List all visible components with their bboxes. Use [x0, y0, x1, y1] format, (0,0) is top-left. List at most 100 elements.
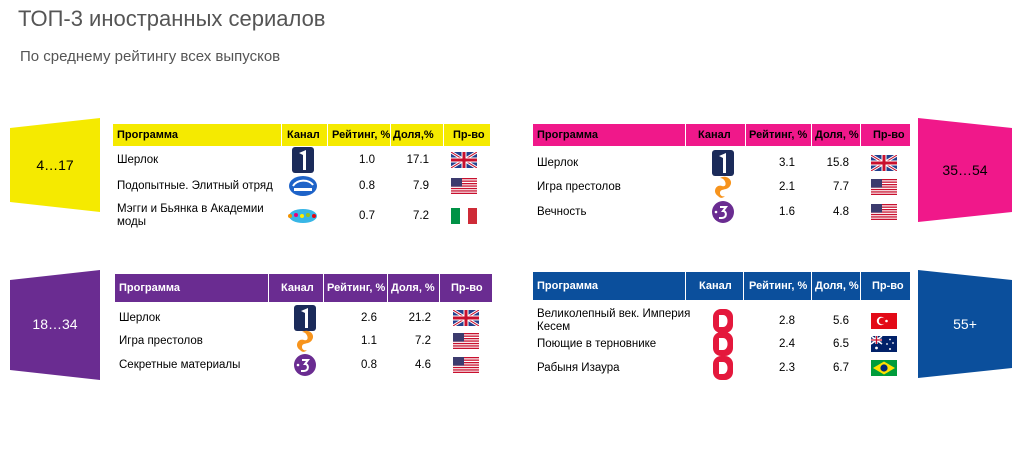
header-cell: Доля, % [815, 280, 859, 292]
country-flag [871, 179, 897, 195]
header-cell: Пр-во [451, 282, 483, 294]
rating: 2.6 [361, 312, 377, 324]
audience-label: 18…34 [32, 316, 78, 332]
share: 15.8 [826, 157, 849, 169]
table-row: Игра престолов 1.1 7.2 [115, 327, 492, 355]
rating: 2.1 [779, 181, 795, 193]
table-row: Подопытные. Элитный отряд 0.8 7.9 [113, 172, 490, 200]
header-separator [390, 124, 391, 146]
table-row: Великолепный век. Империя Кесем 2.8 5.6 [533, 307, 910, 335]
table-row: Вечность 1.6 4.8 [533, 198, 910, 226]
subtitle: По среднему рейтингу всех выпусков [20, 48, 281, 65]
header-separator [745, 124, 746, 146]
country-flag [871, 360, 897, 376]
audience-shape [10, 270, 100, 380]
program: Великолепный век. Империя Кесем [537, 308, 691, 333]
rating: 0.8 [361, 359, 377, 371]
rating: 2.8 [779, 315, 795, 327]
table-row: Шерлок 2.6 21.2 [115, 304, 492, 332]
share: 4.6 [415, 359, 431, 371]
header-separator [439, 274, 440, 302]
header-separator [327, 124, 328, 146]
header-separator [281, 124, 282, 146]
program: Шерлок [117, 153, 159, 166]
header-cell: Пр-во [873, 129, 905, 141]
header-cell: Пр-во [453, 129, 485, 141]
header-cell: Рейтинг, % [749, 129, 808, 141]
program: Подопытные. Элитный отряд [117, 179, 273, 192]
table: Программа Канал Рейтинг, % Доля, % Пр-во… [533, 272, 910, 402]
header-separator [811, 272, 812, 300]
share: 4.8 [833, 206, 849, 218]
header-separator [860, 124, 861, 146]
table-header: Программа Канал Рейтинг, % Доля, % Пр-во [533, 272, 910, 300]
table-header: Программа Канал Рейтинг, % Доля, % Пр-во [533, 124, 910, 146]
header-cell: Канал [698, 129, 731, 141]
header-cell: Канал [287, 129, 320, 141]
header-cell: Канал [699, 280, 732, 292]
country-flag [871, 155, 897, 171]
header-cell: Пр-во [872, 280, 904, 292]
audience-shape [918, 118, 1012, 222]
header-separator [685, 124, 686, 146]
program: Поющие в терновнике [537, 337, 657, 350]
country-flag [451, 178, 477, 194]
header-separator [268, 274, 269, 302]
country-flag [871, 204, 897, 220]
program: Шерлок [119, 311, 161, 324]
table-header: Программа Канал Рейтинг, % Доля, % Пр-во [115, 274, 492, 302]
header-cell: Доля,% [393, 129, 434, 141]
share: 7.2 [415, 335, 431, 347]
header-cell: Программа [537, 280, 599, 292]
table: Программа Канал Рейтинг, % Доля, % Пр-во… [115, 274, 492, 404]
rating: 1.1 [361, 335, 377, 347]
header-cell: Рейтинг, % [332, 129, 391, 141]
country-flag [453, 333, 479, 349]
share: 7.7 [833, 181, 849, 193]
program: Мэгги и Бьянка в Академии моды [117, 203, 264, 228]
audience-label: 35…54 [942, 162, 988, 178]
country-flag [453, 357, 479, 373]
rating: 3.1 [779, 157, 795, 169]
header-cell: Канал [281, 282, 314, 294]
share: 7.2 [413, 210, 429, 222]
header-cell: Доля, % [391, 282, 435, 294]
rating: 2.4 [779, 338, 795, 350]
program: Рабыня Изаура [537, 361, 620, 374]
table-row: Поющие в терновнике 2.4 6.5 [533, 330, 910, 358]
title: ТОП-3 иностранных сериалов [18, 6, 326, 31]
country-flag [451, 152, 477, 168]
rating: 1.0 [359, 154, 375, 166]
channel-logo [288, 203, 318, 229]
country-flag [451, 208, 477, 224]
channel-logo [708, 174, 738, 200]
table: Программа Канал Рейтинг, % Доля, % Пр-во… [533, 124, 910, 254]
header-cell: Доля, % [815, 129, 859, 141]
header-cell: Рейтинг, % [327, 282, 386, 294]
table-row: Игра престолов 2.1 7.7 [533, 173, 910, 201]
share: 17.1 [406, 154, 429, 166]
program: Игра престолов [537, 180, 621, 193]
country-flag [871, 313, 897, 329]
rating: 2.3 [779, 362, 795, 374]
share: 5.6 [833, 315, 849, 327]
header-separator [743, 272, 744, 300]
audience-shape [10, 118, 100, 212]
country-flag [871, 336, 897, 352]
header-separator [811, 124, 812, 146]
header-cell: Рейтинг, % [749, 280, 808, 292]
rating: 0.8 [359, 180, 375, 192]
audience-label: 4…17 [36, 157, 74, 173]
header-cell: Программа [537, 129, 599, 141]
audience-shape [918, 270, 1012, 378]
channel-logo [288, 173, 318, 199]
header-separator [685, 272, 686, 300]
channel-logo [708, 199, 738, 225]
country-flag [453, 310, 479, 326]
rating: 0.7 [359, 210, 375, 222]
channel-logo [708, 355, 738, 381]
channel-logo [290, 352, 320, 378]
header-separator [323, 274, 324, 302]
header-separator [443, 124, 444, 146]
